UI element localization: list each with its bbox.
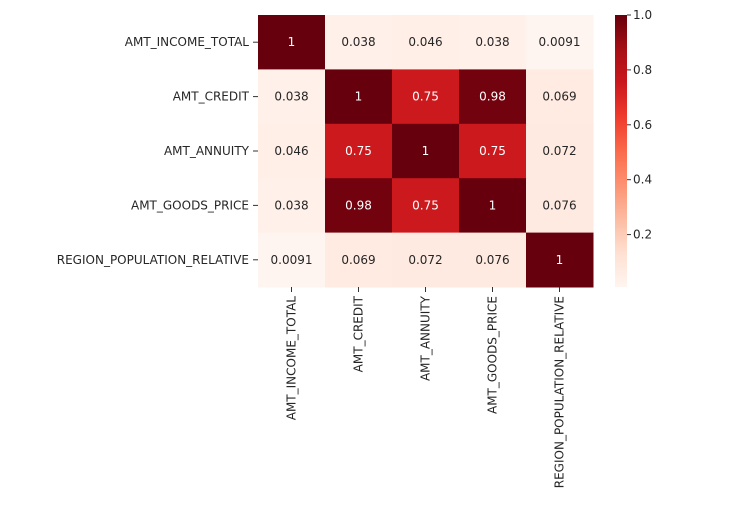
y-tick-label: AMT_CREDIT bbox=[173, 90, 250, 104]
cell-value-label: 0.98 bbox=[479, 90, 506, 104]
heatmap-cell bbox=[459, 15, 527, 70]
heatmap-cell bbox=[325, 69, 393, 125]
cell-value-label: 1 bbox=[556, 253, 564, 267]
y-axis: AMT_INCOME_TOTAL AMT_CREDIT AMT_ANNUITY AMT… bbox=[57, 35, 258, 267]
cell-value-label: 0.0091 bbox=[539, 35, 581, 49]
cell-value-label: 0.038 bbox=[475, 35, 509, 49]
colorbar-gradient bbox=[615, 15, 627, 287]
heatmap-cell bbox=[258, 15, 326, 70]
heatmap-cell bbox=[392, 15, 460, 70]
heatmap-cell bbox=[459, 232, 527, 288]
heatmap-cells bbox=[258, 15, 594, 288]
cell-value-label: 0.98 bbox=[345, 198, 372, 212]
cell-value-label: 0.75 bbox=[412, 90, 439, 104]
heatmap-cell bbox=[325, 232, 393, 288]
x-tick-label: AMT_GOODS_PRICE bbox=[486, 296, 500, 414]
heatmap-cell bbox=[526, 69, 594, 125]
heatmap-cell bbox=[325, 15, 393, 70]
heatmap-cell bbox=[258, 69, 326, 125]
x-tick-label: AMT_ANNUITY bbox=[419, 295, 433, 381]
x-tick-label: AMT_CREDIT bbox=[352, 295, 366, 372]
colorbar-tick-label: 0.8 bbox=[633, 63, 652, 77]
x-tick-label: REGION_POPULATION_RELATIVE bbox=[553, 296, 567, 488]
cell-value-label: 0.076 bbox=[542, 198, 576, 212]
colorbar-tick-label: 0.6 bbox=[633, 118, 652, 132]
y-tick-label: AMT_INCOME_TOTAL bbox=[125, 35, 250, 49]
cell-value-label: 0.069 bbox=[341, 253, 375, 267]
heatmap-cell bbox=[459, 69, 527, 125]
heatmap-cell bbox=[325, 178, 393, 234]
y-tick-label: REGION_POPULATION_RELATIVE bbox=[57, 253, 249, 267]
heatmap-cell bbox=[392, 178, 460, 234]
colorbar-tick-label: 0.4 bbox=[633, 173, 652, 187]
heatmap-cell bbox=[258, 123, 326, 179]
cell-value-label: 0.038 bbox=[274, 90, 308, 104]
heatmap-cell bbox=[526, 15, 594, 70]
cell-value-label: 0.046 bbox=[408, 35, 442, 49]
x-tick-label: AMT_INCOME_TOTAL bbox=[285, 296, 299, 421]
cell-value-label: 0.046 bbox=[274, 144, 308, 158]
heatmap-cell bbox=[459, 178, 527, 234]
colorbar: 0.2 0.4 0.6 0.8 1.0 bbox=[615, 8, 652, 287]
cell-value-label: 0.0091 bbox=[271, 253, 313, 267]
heatmap-cell bbox=[526, 178, 594, 234]
y-tick-label: AMT_GOODS_PRICE bbox=[131, 198, 249, 212]
heatmap-cell bbox=[392, 123, 460, 179]
cell-value-label: 0.038 bbox=[274, 198, 308, 212]
x-axis: AMT_INCOME_TOTAL AMT_CREDIT AMT_ANNUITY AMT… bbox=[285, 287, 567, 488]
heatmap-cell bbox=[258, 178, 326, 234]
cell-value-label: 0.069 bbox=[542, 90, 576, 104]
cell-value-label: 1 bbox=[355, 90, 363, 104]
cell-value-label: 0.75 bbox=[345, 144, 372, 158]
cell-value-label: 0.038 bbox=[341, 35, 375, 49]
cell-value-label: 0.072 bbox=[542, 144, 576, 158]
cell-value-label: 1 bbox=[489, 198, 497, 212]
cell-value-label: 0.072 bbox=[408, 253, 442, 267]
heatmap-cell bbox=[258, 232, 326, 288]
heatmap-cell bbox=[526, 123, 594, 179]
cell-value-label: 1 bbox=[422, 144, 430, 158]
heatmap-cell-labels: 1 0.038 0.046 0.038 0.0091 0.038 1 0.75 0.98 0.06… bbox=[271, 35, 581, 267]
heatmap-cell bbox=[392, 69, 460, 125]
heatmap-cell bbox=[459, 123, 527, 179]
cell-value-label: 1 bbox=[288, 35, 296, 49]
y-tick-label: AMT_ANNUITY bbox=[164, 144, 250, 158]
cell-value-label: 0.076 bbox=[475, 253, 509, 267]
heatmap-cell bbox=[526, 232, 594, 288]
heatmap-cell bbox=[325, 123, 393, 179]
cell-value-label: 0.75 bbox=[412, 198, 439, 212]
cell-value-label: 0.75 bbox=[479, 144, 506, 158]
colorbar-tick-label: 1.0 bbox=[633, 8, 652, 22]
colorbar-tick-label: 0.2 bbox=[633, 228, 652, 242]
heatmap-cell bbox=[392, 232, 460, 288]
